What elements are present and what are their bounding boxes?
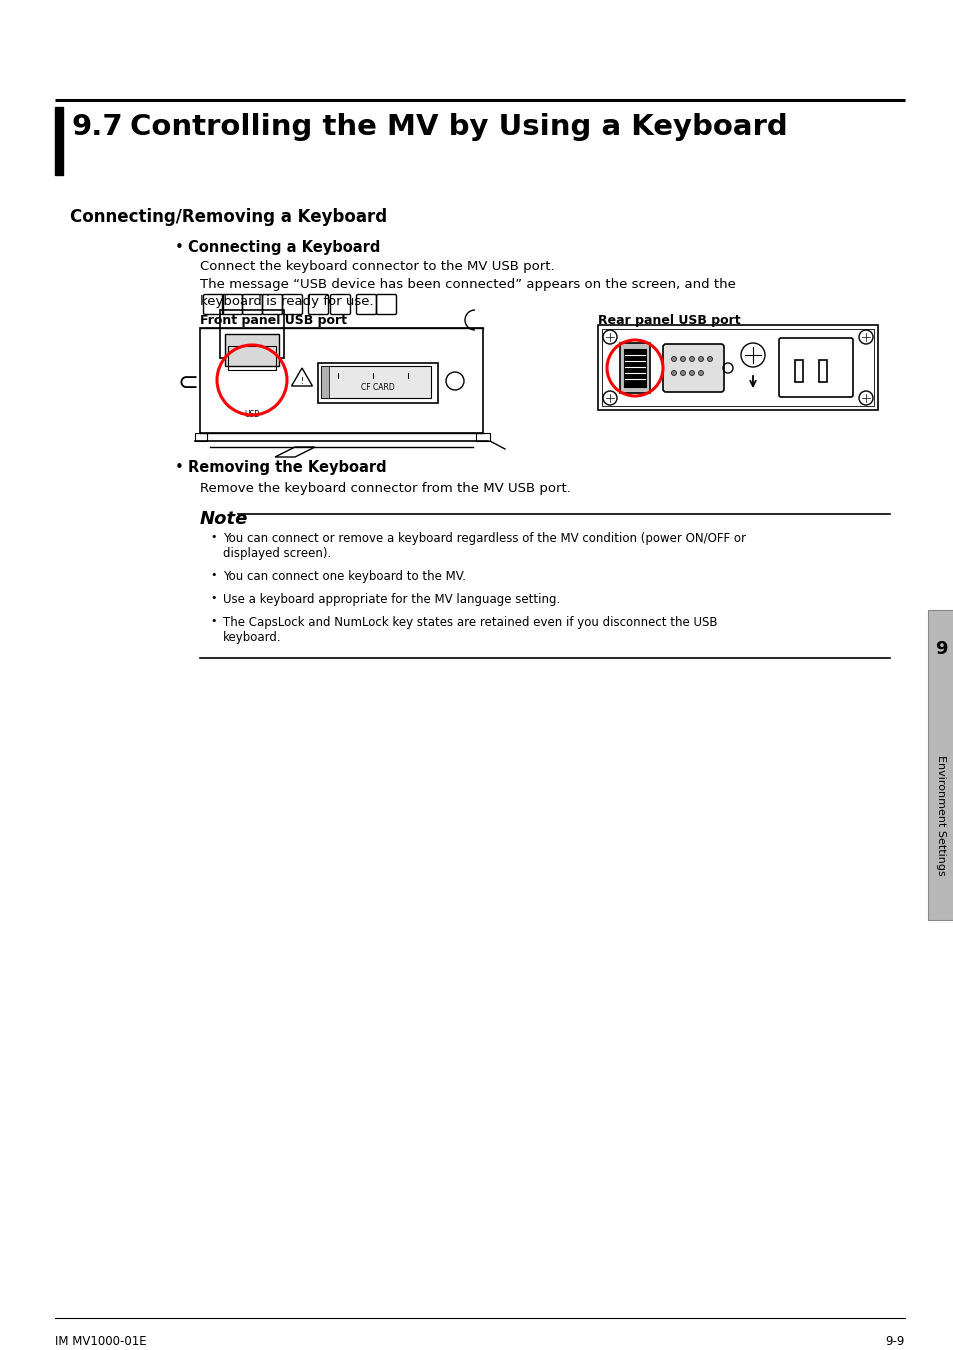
Bar <box>623 350 645 387</box>
Bar <box>320 366 329 398</box>
Bar <box>927 610 953 919</box>
Text: You can connect one keyboard to the MV.: You can connect one keyboard to the MV. <box>223 570 465 583</box>
Text: IM MV1000-01E: IM MV1000-01E <box>55 1335 147 1349</box>
Circle shape <box>679 370 685 375</box>
Bar <box>601 329 873 406</box>
Text: Note: Note <box>200 510 248 528</box>
Text: Controlling the MV by Using a Keyboard: Controlling the MV by Using a Keyboard <box>130 113 787 140</box>
Text: 9-9: 9-9 <box>884 1335 904 1349</box>
Text: Removing the Keyboard: Removing the Keyboard <box>188 460 386 475</box>
Bar <box>228 346 275 370</box>
Bar <box>200 328 482 433</box>
Bar <box>619 343 649 393</box>
Circle shape <box>679 356 685 362</box>
Text: Remove the keyboard connector from the MV USB port.: Remove the keyboard connector from the M… <box>200 482 570 495</box>
Circle shape <box>671 370 676 375</box>
Text: You can connect or remove a keyboard regardless of the MV condition (power ON/OF: You can connect or remove a keyboard reg… <box>223 532 745 545</box>
Text: 9.7: 9.7 <box>71 113 124 140</box>
Bar <box>317 363 437 404</box>
Text: •: • <box>210 593 216 603</box>
Text: The message “USB device has been connected” appears on the screen, and the: The message “USB device has been connect… <box>200 278 735 292</box>
Text: USB: USB <box>244 410 259 418</box>
Text: •: • <box>174 240 184 255</box>
Bar <box>598 325 877 410</box>
FancyBboxPatch shape <box>662 344 723 391</box>
Bar <box>818 360 826 382</box>
Text: CF CARD: CF CARD <box>361 383 395 392</box>
Text: Connect the keyboard connector to the MV USB port.: Connect the keyboard connector to the MV… <box>200 261 554 273</box>
Bar <box>476 433 490 441</box>
Circle shape <box>689 356 694 362</box>
Text: keyboard.: keyboard. <box>223 630 281 644</box>
Text: ⊂: ⊂ <box>178 371 199 396</box>
Bar <box>320 366 431 398</box>
Text: •: • <box>210 616 216 626</box>
Bar <box>225 333 278 366</box>
Text: Connecting/Removing a Keyboard: Connecting/Removing a Keyboard <box>70 208 387 225</box>
Text: Front panel USB port: Front panel USB port <box>200 315 347 327</box>
Text: Rear panel USB port: Rear panel USB port <box>598 315 740 327</box>
Text: •: • <box>210 570 216 580</box>
Text: keyboard is ready for use.: keyboard is ready for use. <box>200 296 374 308</box>
Circle shape <box>671 356 676 362</box>
Bar <box>794 360 802 382</box>
Text: Use a keyboard appropriate for the MV language setting.: Use a keyboard appropriate for the MV la… <box>223 593 559 606</box>
Bar <box>55 107 63 176</box>
Text: !: ! <box>300 378 303 386</box>
Text: •: • <box>174 460 184 475</box>
Text: 9: 9 <box>934 640 946 657</box>
Text: Connecting a Keyboard: Connecting a Keyboard <box>188 240 380 255</box>
Bar <box>194 433 207 441</box>
Circle shape <box>689 370 694 375</box>
Circle shape <box>707 356 712 362</box>
Text: Environment Settings: Environment Settings <box>935 755 945 875</box>
Bar <box>220 310 284 358</box>
Circle shape <box>698 370 702 375</box>
Text: •: • <box>210 532 216 541</box>
Text: displayed screen).: displayed screen). <box>223 547 331 560</box>
Circle shape <box>698 356 702 362</box>
Text: The CapsLock and NumLock key states are retained even if you disconnect the USB: The CapsLock and NumLock key states are … <box>223 616 717 629</box>
